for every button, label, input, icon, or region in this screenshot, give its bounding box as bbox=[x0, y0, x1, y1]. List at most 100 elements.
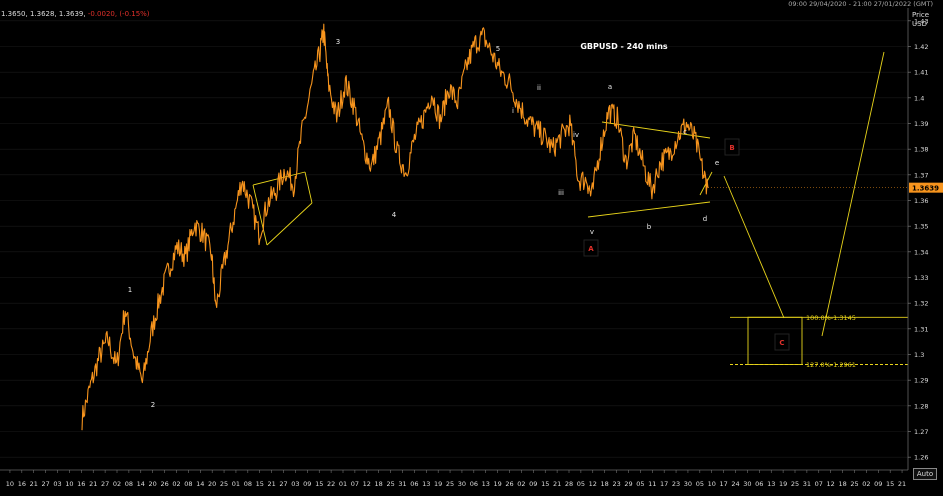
x-tick-label: 17 bbox=[660, 480, 668, 488]
y-tick-label: 1.34 bbox=[914, 248, 928, 256]
wave-label-2: 2 bbox=[151, 401, 155, 409]
x-tick-label: 19 bbox=[434, 480, 442, 488]
wave-label-1: 1 bbox=[128, 286, 132, 294]
x-tick-label: 25 bbox=[220, 480, 228, 488]
x-tick-label: 01 bbox=[339, 480, 347, 488]
x-tick-label: 10 bbox=[65, 480, 73, 488]
x-tick-label: 05 bbox=[636, 480, 644, 488]
x-tick-label: 06 bbox=[410, 480, 418, 488]
wave-label-3: 3 bbox=[336, 38, 340, 46]
x-tick-label: 07 bbox=[351, 480, 359, 488]
y-tick-label: 1.26 bbox=[914, 454, 928, 462]
price-label: Price bbox=[912, 11, 930, 19]
x-tick-label: 02 bbox=[113, 480, 121, 488]
y-tick-label: 1.32 bbox=[914, 300, 928, 308]
flag-lower-line bbox=[266, 202, 313, 246]
x-tick-label: 27 bbox=[41, 480, 49, 488]
x-tick-label: 12 bbox=[827, 480, 835, 488]
x-tick-label: 02 bbox=[862, 480, 870, 488]
x-tick-label: 20 bbox=[149, 480, 157, 488]
y-tick-label: 1.4 bbox=[914, 94, 924, 102]
wave-box-B bbox=[724, 138, 740, 156]
y-tick-label: 1.43 bbox=[914, 17, 928, 25]
x-tick-label: 23 bbox=[612, 480, 620, 488]
wave-label-d: d bbox=[703, 215, 707, 223]
x-tick-label: 25 bbox=[446, 480, 454, 488]
x-tick-label: 15 bbox=[256, 480, 264, 488]
y-tick-label: 1.37 bbox=[914, 171, 928, 179]
y-tick-label: 1.35 bbox=[914, 223, 928, 231]
x-tick-label: 27 bbox=[279, 480, 287, 488]
y-tick-label: 1.3 bbox=[914, 351, 924, 359]
x-tick-label: 15 bbox=[541, 480, 549, 488]
projection-down-leg bbox=[723, 175, 785, 319]
y-tick-label: 1.28 bbox=[914, 402, 928, 410]
x-tick-label: 09 bbox=[303, 480, 311, 488]
x-tick-label: 20 bbox=[208, 480, 216, 488]
x-tick-label: 30 bbox=[458, 480, 466, 488]
x-tick-label: 08 bbox=[125, 480, 133, 488]
x-tick-label: 15 bbox=[886, 480, 894, 488]
current-price-marker bbox=[909, 182, 943, 193]
price-axis-header: Price USD bbox=[912, 11, 929, 29]
x-tick-label: 23 bbox=[672, 480, 680, 488]
trendline-drawings: 100.0%-1.3145 127.0%-1.2961 bbox=[252, 51, 908, 369]
projection-up-leg bbox=[821, 51, 885, 337]
price-change: -0.0020, (-0.15%) bbox=[87, 10, 150, 18]
y-tick-label: 1.29 bbox=[914, 377, 928, 385]
x-tick-label: 18 bbox=[375, 480, 383, 488]
chart-grid bbox=[0, 20, 908, 458]
y-tick-label: 1.42 bbox=[914, 43, 928, 51]
fib-100-label: 100.0%-1.3145 bbox=[806, 314, 856, 322]
flag-left-edge bbox=[252, 184, 268, 246]
x-tick-label: 31 bbox=[398, 480, 406, 488]
price-line bbox=[81, 23, 709, 431]
x-tick-label: 02 bbox=[172, 480, 180, 488]
x-tick-label: 19 bbox=[493, 480, 501, 488]
triangle-lower-line bbox=[587, 201, 711, 218]
wave-label-5: 5 bbox=[496, 45, 500, 53]
wave-label-C: C bbox=[779, 339, 784, 347]
x-tick-label: 13 bbox=[767, 480, 775, 488]
y-tick-label: 1.39 bbox=[914, 120, 928, 128]
x-tick-label: 12 bbox=[363, 480, 371, 488]
x-tick-label: 02 bbox=[517, 480, 525, 488]
x-tick-label: 03 bbox=[291, 480, 299, 488]
y-tick-label: 1.36 bbox=[914, 197, 928, 205]
y-tick-label: 1.33 bbox=[914, 274, 928, 282]
x-tick-label: 14 bbox=[196, 480, 204, 488]
wave-box-C bbox=[774, 333, 790, 351]
x-tick-label: 21 bbox=[30, 480, 38, 488]
auto-scale-button[interactable]: Auto bbox=[913, 468, 937, 480]
x-tick-label: 28 bbox=[565, 480, 573, 488]
current-price-label: 1.3639 bbox=[912, 185, 939, 193]
x-tick-label: 25 bbox=[850, 480, 858, 488]
x-tick-label: 21 bbox=[553, 480, 561, 488]
x-tick-label: 26 bbox=[160, 480, 168, 488]
x-tick-label: 08 bbox=[184, 480, 192, 488]
x-tick-label: 18 bbox=[601, 480, 609, 488]
x-tick-label: 24 bbox=[731, 480, 739, 488]
x-tick-label: 31 bbox=[803, 480, 811, 488]
x-tick-label: 12 bbox=[589, 480, 597, 488]
x-tick-label: 19 bbox=[779, 480, 787, 488]
x-tick-label: 21 bbox=[89, 480, 97, 488]
wave-label-b: b bbox=[647, 223, 652, 231]
x-tick-label: 16 bbox=[77, 480, 85, 488]
wave-label-A: A bbox=[588, 245, 594, 253]
x-tick-label: 10 bbox=[6, 480, 14, 488]
ohlc-values: 1.3650, 1.3628, 1.3639, bbox=[1, 10, 86, 18]
x-tick-label: 17 bbox=[719, 480, 727, 488]
x-tick-label: 13 bbox=[482, 480, 490, 488]
x-tick-label: 01 bbox=[232, 480, 240, 488]
y-tick-label: 1.38 bbox=[914, 146, 928, 154]
x-tick-label: 22 bbox=[327, 480, 335, 488]
wave-label-4: 4 bbox=[392, 211, 397, 219]
x-tick-label: 16 bbox=[18, 480, 26, 488]
wave-label-ii: ii bbox=[537, 84, 541, 92]
chart-title: GBPUSD - 240 mins bbox=[580, 42, 668, 51]
wave-label-iv: iv bbox=[573, 131, 579, 139]
x-axis: 10 16 21 27 03 10 16 21 27 02 08 14 20 26 02 08 14 20 25 01… bbox=[0, 469, 908, 488]
